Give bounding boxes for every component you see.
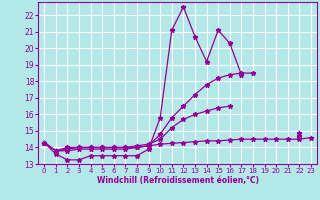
- X-axis label: Windchill (Refroidissement éolien,°C): Windchill (Refroidissement éolien,°C): [97, 176, 259, 185]
